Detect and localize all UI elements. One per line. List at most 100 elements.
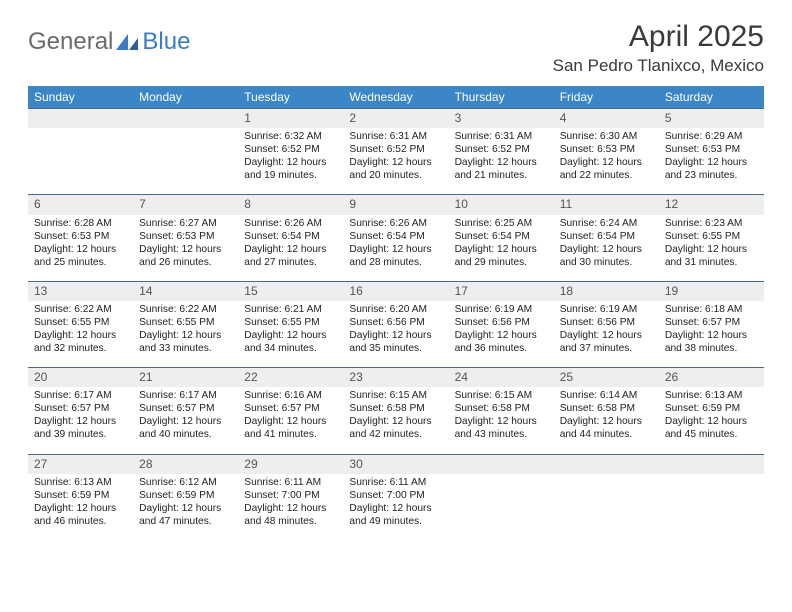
sunrise-text: Sunrise: 6:25 AM [455, 217, 548, 230]
day-details: Sunrise: 6:17 AMSunset: 6:57 PMDaylight:… [28, 387, 133, 453]
day-details: Sunrise: 6:28 AMSunset: 6:53 PMDaylight:… [28, 215, 133, 281]
day-number: 23 [343, 368, 448, 387]
daylight-text: Daylight: 12 hours [34, 329, 127, 342]
brand-logo: General Blue [28, 28, 190, 56]
day-details: Sunrise: 6:26 AMSunset: 6:54 PMDaylight:… [343, 215, 448, 281]
day-number: 18 [554, 282, 659, 301]
daylight-text: Daylight: 12 hours [665, 415, 758, 428]
daylight-text: Daylight: 12 hours [349, 502, 442, 515]
sunrise-text: Sunrise: 6:12 AM [139, 476, 232, 489]
daylight-text: and 33 minutes. [139, 342, 232, 355]
page-header: General Blue April 2025 San Pedro Tlanix… [28, 20, 764, 76]
sunrise-text: Sunrise: 6:26 AM [349, 217, 442, 230]
day-cell [449, 454, 554, 540]
daylight-text: Daylight: 12 hours [34, 415, 127, 428]
day-number [28, 109, 133, 128]
day-details: Sunrise: 6:18 AMSunset: 6:57 PMDaylight:… [659, 301, 764, 367]
daylight-text: and 48 minutes. [244, 515, 337, 528]
sunset-text: Sunset: 6:57 PM [665, 316, 758, 329]
sunset-text: Sunset: 6:53 PM [665, 143, 758, 156]
daylight-text: and 35 minutes. [349, 342, 442, 355]
day-cell: 27Sunrise: 6:13 AMSunset: 6:59 PMDayligh… [28, 454, 133, 540]
day-details: Sunrise: 6:31 AMSunset: 6:52 PMDaylight:… [449, 128, 554, 194]
sunrise-text: Sunrise: 6:20 AM [349, 303, 442, 316]
sunset-text: Sunset: 6:57 PM [244, 402, 337, 415]
daylight-text: and 31 minutes. [665, 256, 758, 269]
sunrise-text: Sunrise: 6:22 AM [139, 303, 232, 316]
day-details: Sunrise: 6:19 AMSunset: 6:56 PMDaylight:… [554, 301, 659, 367]
sunset-text: Sunset: 6:55 PM [139, 316, 232, 329]
day-number: 9 [343, 195, 448, 214]
daylight-text: and 42 minutes. [349, 428, 442, 441]
day-number: 14 [133, 282, 238, 301]
day-cell [659, 454, 764, 540]
sunrise-text: Sunrise: 6:23 AM [665, 217, 758, 230]
daylight-text: and 36 minutes. [455, 342, 548, 355]
day-number: 1 [238, 109, 343, 128]
day-details: Sunrise: 6:22 AMSunset: 6:55 PMDaylight:… [133, 301, 238, 367]
daylight-text: Daylight: 12 hours [349, 329, 442, 342]
daylight-text: and 21 minutes. [455, 169, 548, 182]
day-cell: 3Sunrise: 6:31 AMSunset: 6:52 PMDaylight… [449, 109, 554, 195]
daylight-text: Daylight: 12 hours [139, 415, 232, 428]
daylight-text: Daylight: 12 hours [244, 243, 337, 256]
day-details: Sunrise: 6:27 AMSunset: 6:53 PMDaylight:… [133, 215, 238, 281]
sunrise-text: Sunrise: 6:16 AM [244, 389, 337, 402]
day-number: 16 [343, 282, 448, 301]
day-number [554, 455, 659, 474]
daylight-text: Daylight: 12 hours [455, 156, 548, 169]
day-number: 11 [554, 195, 659, 214]
day-cell: 24Sunrise: 6:15 AMSunset: 6:58 PMDayligh… [449, 368, 554, 454]
sunset-text: Sunset: 6:52 PM [244, 143, 337, 156]
dow-monday: Monday [133, 86, 238, 109]
day-number: 3 [449, 109, 554, 128]
day-cell: 10Sunrise: 6:25 AMSunset: 6:54 PMDayligh… [449, 195, 554, 281]
week-row: 13Sunrise: 6:22 AMSunset: 6:55 PMDayligh… [28, 281, 764, 367]
sunset-text: Sunset: 6:56 PM [455, 316, 548, 329]
sunset-text: Sunset: 6:54 PM [244, 230, 337, 243]
daylight-text: and 28 minutes. [349, 256, 442, 269]
sunset-text: Sunset: 6:56 PM [349, 316, 442, 329]
day-cell: 2Sunrise: 6:31 AMSunset: 6:52 PMDaylight… [343, 109, 448, 195]
day-number: 28 [133, 455, 238, 474]
daylight-text: and 20 minutes. [349, 169, 442, 182]
daylight-text: and 26 minutes. [139, 256, 232, 269]
daylight-text: and 25 minutes. [34, 256, 127, 269]
day-number [133, 109, 238, 128]
day-number: 21 [133, 368, 238, 387]
daylight-text: and 47 minutes. [139, 515, 232, 528]
daylight-text: and 27 minutes. [244, 256, 337, 269]
title-block: April 2025 San Pedro Tlanixco, Mexico [553, 20, 764, 76]
day-details: Sunrise: 6:11 AMSunset: 7:00 PMDaylight:… [343, 474, 448, 540]
day-details: Sunrise: 6:25 AMSunset: 6:54 PMDaylight:… [449, 215, 554, 281]
daylight-text: and 22 minutes. [560, 169, 653, 182]
sunrise-text: Sunrise: 6:13 AM [34, 476, 127, 489]
day-number [659, 455, 764, 474]
sunset-text: Sunset: 6:54 PM [455, 230, 548, 243]
day-cell: 14Sunrise: 6:22 AMSunset: 6:55 PMDayligh… [133, 281, 238, 367]
daylight-text: Daylight: 12 hours [455, 329, 548, 342]
sunset-text: Sunset: 7:00 PM [244, 489, 337, 502]
sunrise-text: Sunrise: 6:24 AM [560, 217, 653, 230]
daylight-text: and 49 minutes. [349, 515, 442, 528]
daylight-text: Daylight: 12 hours [665, 329, 758, 342]
daylight-text: Daylight: 12 hours [560, 329, 653, 342]
daylight-text: Daylight: 12 hours [665, 243, 758, 256]
calendar-body: 1Sunrise: 6:32 AMSunset: 6:52 PMDaylight… [28, 109, 764, 540]
day-cell: 23Sunrise: 6:15 AMSunset: 6:58 PMDayligh… [343, 368, 448, 454]
sunset-text: Sunset: 6:55 PM [665, 230, 758, 243]
daylight-text: Daylight: 12 hours [455, 415, 548, 428]
daylight-text: and 40 minutes. [139, 428, 232, 441]
sunrise-text: Sunrise: 6:29 AM [665, 130, 758, 143]
dow-thursday: Thursday [449, 86, 554, 109]
sunrise-text: Sunrise: 6:13 AM [665, 389, 758, 402]
daylight-text: Daylight: 12 hours [560, 156, 653, 169]
week-row: 1Sunrise: 6:32 AMSunset: 6:52 PMDaylight… [28, 109, 764, 195]
day-number: 30 [343, 455, 448, 474]
daylight-text: Daylight: 12 hours [349, 243, 442, 256]
dow-friday: Friday [554, 86, 659, 109]
daylight-text: and 44 minutes. [560, 428, 653, 441]
daylight-text: and 29 minutes. [455, 256, 548, 269]
sunset-text: Sunset: 6:54 PM [349, 230, 442, 243]
sunrise-text: Sunrise: 6:19 AM [560, 303, 653, 316]
